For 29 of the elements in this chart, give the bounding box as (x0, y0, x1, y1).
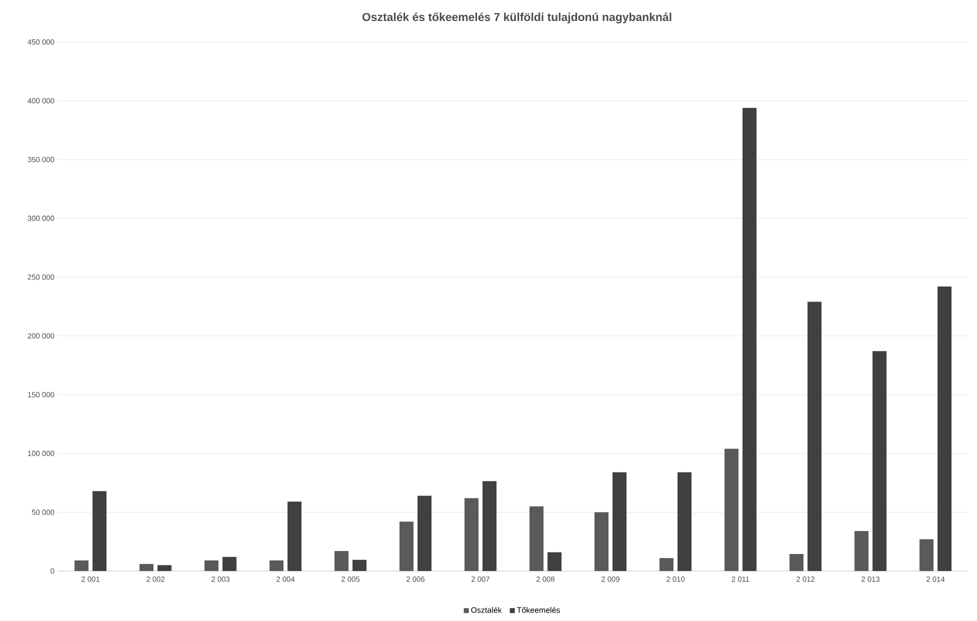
bar (92, 491, 106, 571)
bar (334, 551, 349, 571)
bar (790, 554, 804, 571)
bar (140, 564, 154, 571)
bar (612, 472, 627, 571)
bar (464, 498, 479, 571)
bar (222, 556, 237, 571)
bar (530, 506, 544, 571)
bar (158, 565, 172, 571)
bar (270, 560, 284, 571)
bar (808, 302, 822, 571)
bar (938, 286, 952, 571)
bar (548, 552, 562, 571)
bar (418, 496, 432, 571)
bar (854, 531, 869, 571)
bar (678, 472, 692, 571)
bar (74, 560, 88, 571)
bar (400, 522, 414, 571)
bar (872, 351, 887, 571)
bar (660, 558, 674, 571)
bar (352, 560, 367, 571)
chart-title: Osztalék és tőkeemelés 7 külföldi tulajdonú nagybanknál (362, 12, 672, 24)
bar (920, 539, 934, 571)
bar (742, 108, 757, 571)
bar (482, 481, 497, 571)
bar (594, 512, 609, 571)
bar (288, 502, 302, 571)
bar (204, 560, 219, 571)
bar (724, 448, 739, 571)
